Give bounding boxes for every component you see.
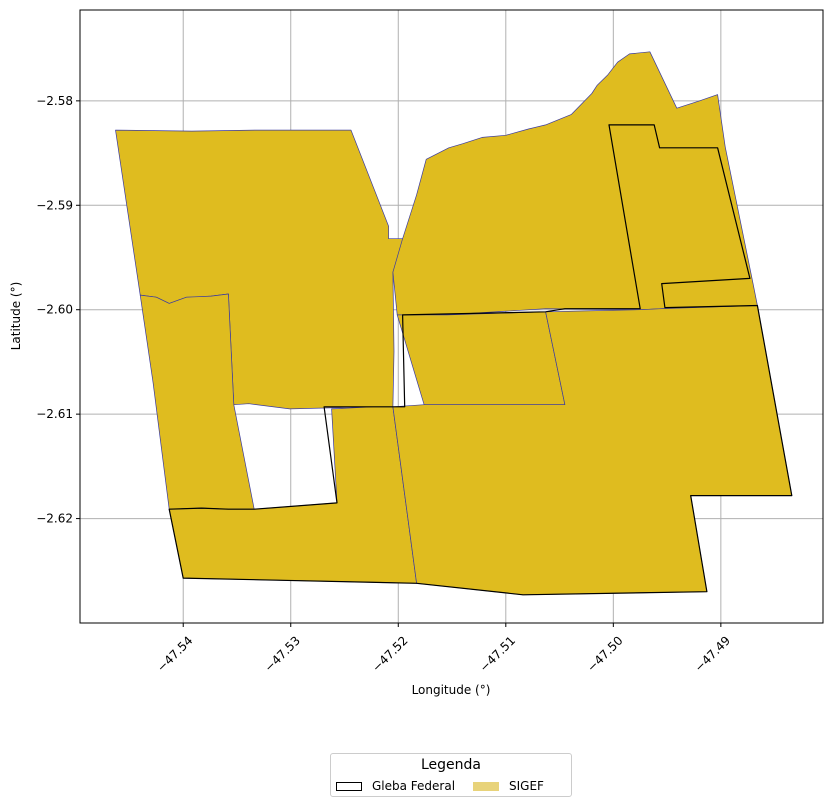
legend-entry-gleba-federal: Gleba Federal <box>336 778 455 794</box>
y-tick-label: −2.62 <box>36 512 73 526</box>
y-tick-label: −2.60 <box>36 303 73 317</box>
x-tick-label: −47.52 <box>369 633 410 674</box>
x-tick-label: −47.54 <box>154 633 195 674</box>
gleba-federal-parcels <box>168 124 793 596</box>
y-axis-title: Latitude (°) <box>9 282 23 351</box>
y-tick-label: −2.59 <box>36 198 73 212</box>
legend-swatch-fill <box>473 781 499 791</box>
x-tick-label: −47.50 <box>584 633 625 674</box>
gleba-parcel-gleba-southwest <box>168 124 793 596</box>
y-axis-ticks: −2.58 −2.59 −2.60 −2.61 −2.62 <box>36 94 80 526</box>
sigef-parcel-north-central <box>392 51 758 316</box>
y-tick-label: −2.61 <box>36 407 73 421</box>
plot-frame <box>79 9 824 624</box>
legend-swatch-outline <box>336 781 362 791</box>
sigef-parcel-central-inset <box>396 311 566 406</box>
sigef-parcels <box>115 51 793 596</box>
x-tick-label: −47.49 <box>692 633 733 674</box>
legend: Legenda Gleba Federal SIGEF <box>330 753 572 797</box>
legend-label-gleba-federal: Gleba Federal <box>372 779 456 793</box>
x-tick-label: −47.53 <box>262 633 303 674</box>
x-axis-ticks: −47.54 −47.53 −47.52 −47.51 −47.50 −47.49 <box>154 623 733 675</box>
y-tick-label: −2.58 <box>36 94 73 108</box>
legend-title: Legenda <box>420 757 481 773</box>
legend-label-sigef: SIGEF <box>509 779 544 793</box>
x-tick-label: −47.51 <box>477 633 518 674</box>
legend-entry-sigef: SIGEF <box>473 778 544 794</box>
x-axis-title: Longitude (°) <box>412 683 491 697</box>
